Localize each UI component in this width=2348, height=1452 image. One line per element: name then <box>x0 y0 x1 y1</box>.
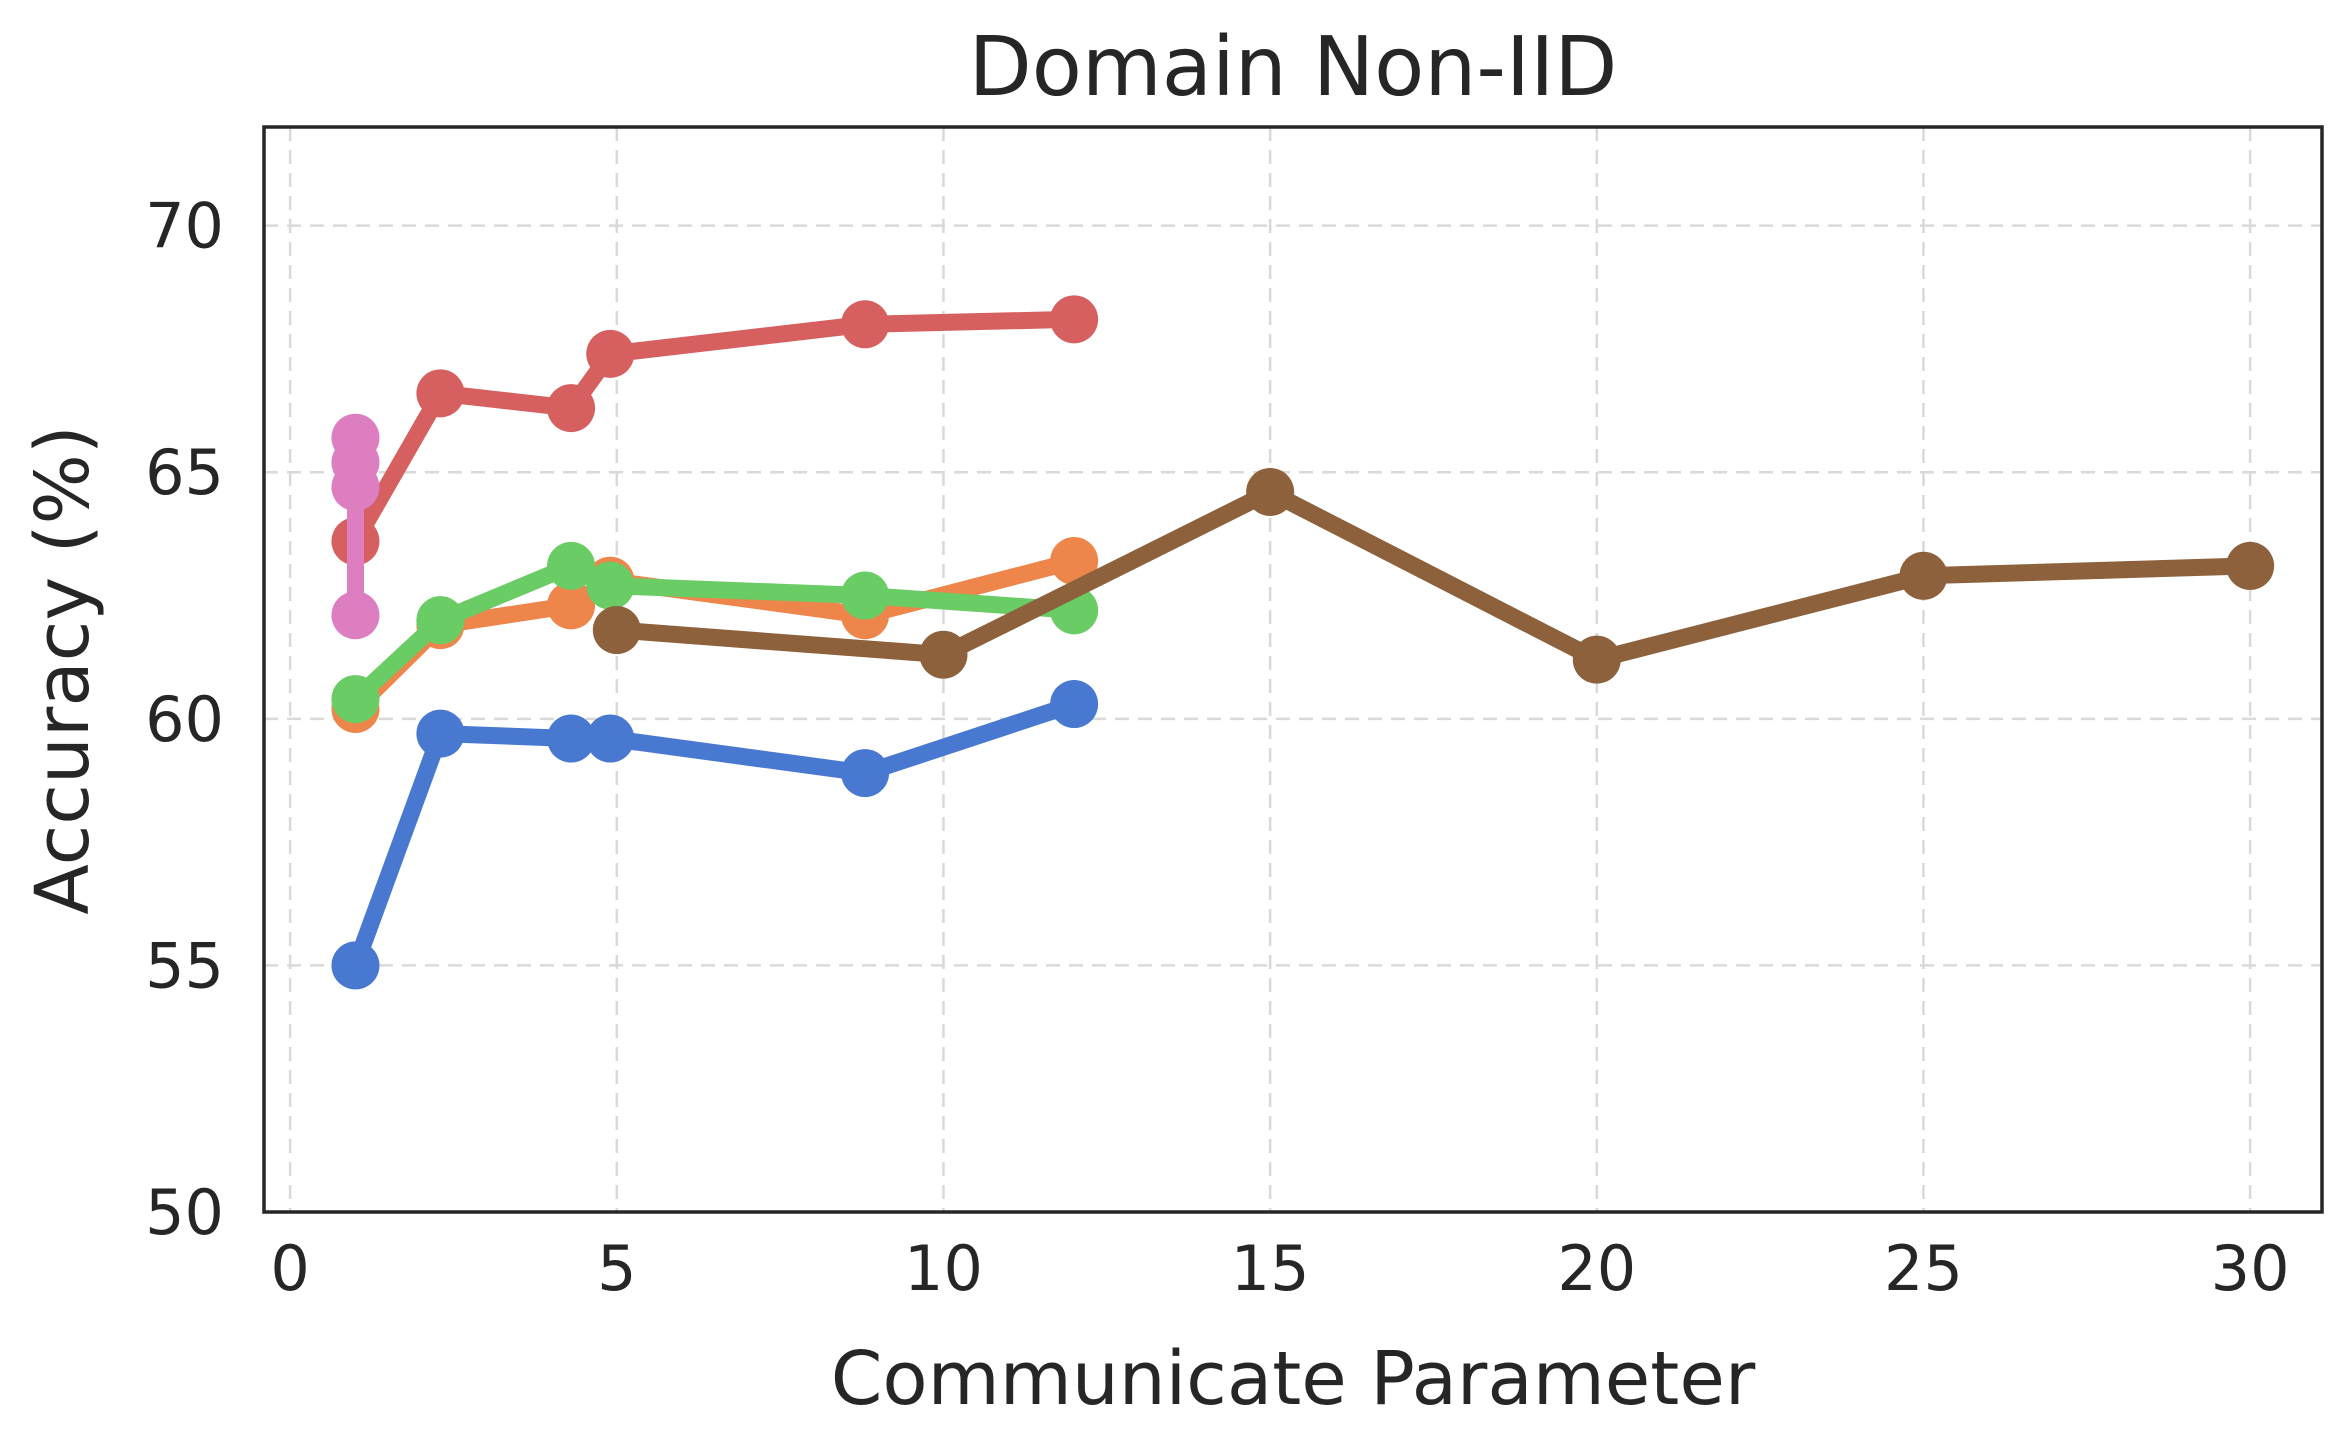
series-line <box>347 310 1083 550</box>
y-tick-label: 50 <box>145 1176 224 1249</box>
data-point <box>331 675 380 724</box>
data-point <box>1050 537 1099 585</box>
series-4 <box>592 467 2275 684</box>
y-tick-label: 65 <box>145 436 224 509</box>
x-tick-label: 10 <box>904 1232 983 1305</box>
y-tick-label: 55 <box>145 929 224 1002</box>
data-point <box>416 709 465 758</box>
data-point <box>416 596 465 645</box>
data-point <box>547 714 596 763</box>
data-point <box>592 606 641 655</box>
x-tick-labels: 0 5 10 15 20 25 30 <box>270 1232 2289 1305</box>
data-point <box>416 369 465 418</box>
series-layer <box>331 295 2275 990</box>
chart-title: Domain Non-IID <box>969 20 1618 115</box>
data-point <box>586 714 635 763</box>
data-point <box>547 384 596 433</box>
data-point <box>919 630 968 679</box>
series-3 <box>331 295 1099 566</box>
series-0 <box>331 680 1099 990</box>
x-tick-label: 30 <box>2211 1232 2290 1305</box>
x-tick-label: 15 <box>1231 1232 1310 1305</box>
data-point <box>841 300 890 349</box>
data-point <box>586 561 635 610</box>
plot-frame <box>262 125 2324 1214</box>
x-tick-label: 5 <box>597 1232 636 1305</box>
data-point <box>1246 467 1295 516</box>
data-point <box>1050 680 1099 729</box>
x-tick-label: 0 <box>270 1232 309 1305</box>
data-point <box>841 749 890 798</box>
x-tick-label: 20 <box>1557 1232 1636 1305</box>
data-point <box>331 413 380 462</box>
data-point <box>2226 541 2275 590</box>
data-point <box>1050 295 1099 344</box>
data-point <box>331 941 380 990</box>
data-point <box>1899 551 1948 600</box>
data-point <box>547 541 596 590</box>
data-point <box>547 581 596 630</box>
y-axis-label: Accuracy (%) <box>20 425 106 914</box>
data-point <box>586 329 635 378</box>
series-line <box>608 483 2259 669</box>
y-tick-label: 70 <box>145 190 224 263</box>
x-tick-label: 25 <box>1884 1232 1963 1305</box>
data-point <box>841 571 890 620</box>
data-point <box>1572 635 1621 684</box>
series-line <box>347 695 1083 974</box>
x-axis-label: Communicate Parameter <box>831 1336 1756 1422</box>
data-point <box>331 591 380 640</box>
y-tick-label: 60 <box>145 683 224 756</box>
y-tick-labels: 50 55 60 65 70 <box>145 190 224 1249</box>
grid <box>264 127 2322 1214</box>
series-5 <box>331 413 380 640</box>
